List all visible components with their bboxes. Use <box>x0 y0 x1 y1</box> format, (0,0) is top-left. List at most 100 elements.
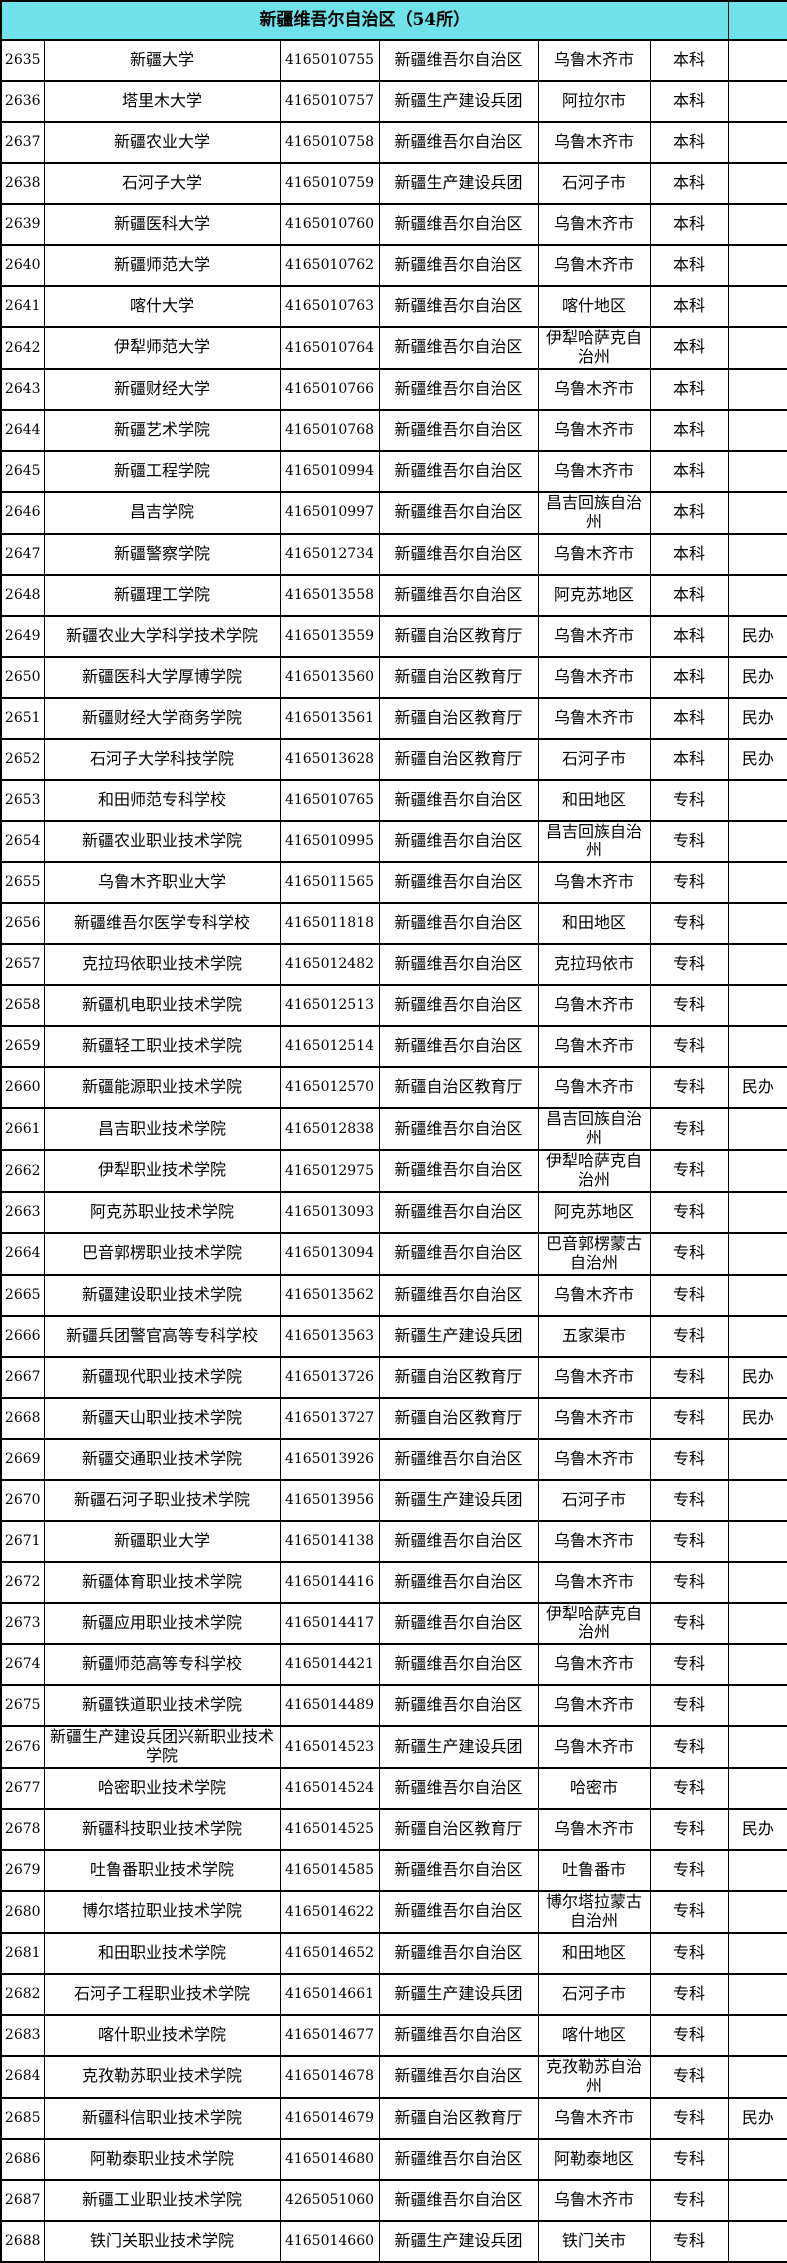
cell-city: 乌鲁木齐市 <box>537 1273 651 1317</box>
cell-ownership <box>727 1684 787 1728</box>
cell-school-name: 博尔塔拉职业技术学院 <box>43 1890 281 1934</box>
table-row: 2644 新疆艺术学院 4165010768 新疆维吾尔自治区 乌鲁木齐市 本科 <box>0 408 787 452</box>
cell-school-name: 新疆交通职业技术学院 <box>43 1437 281 1481</box>
cell-city: 乌鲁木齐市 <box>537 1560 651 1604</box>
table-row: 2641 喀什大学 4165010763 新疆维吾尔自治区 喀什地区 本科 <box>0 285 787 328</box>
cell-city: 五家渠市 <box>537 1314 651 1358</box>
cell-ownership <box>727 1725 787 1769</box>
cell-level: 专科 <box>649 1890 729 1934</box>
cell-supervisor: 新疆维吾尔自治区 <box>378 1437 539 1481</box>
cell-level: 专科 <box>649 778 729 822</box>
cell-school-name: 新疆生产建设兵团兴新职业技术学院 <box>43 1725 281 1769</box>
cell-row-number: 2678 <box>0 1808 45 1851</box>
table-row: 2652 石河子大学科技学院 4165013628 新疆自治区教育厅 石河子市 本科 民办 <box>0 737 787 781</box>
cell-row-number: 2672 <box>0 1560 45 1604</box>
cell-city: 乌鲁木齐市 <box>537 984 651 1028</box>
table-row: 2663 阿克苏职业技术学院 4165013093 新疆维吾尔自治区 阿克苏地区 专科 <box>0 1190 787 1234</box>
cell-school-name: 铁门关职业技术学院 <box>43 2219 281 2263</box>
cell-city: 博尔塔拉蒙古自治州 <box>537 1890 651 1934</box>
cell-level: 专科 <box>649 2054 729 2099</box>
cell-city: 乌鲁木齐市 <box>537 1808 651 1851</box>
cell-city: 喀什地区 <box>537 2013 651 2057</box>
cell-level: 专科 <box>649 943 729 987</box>
cell-row-number: 2683 <box>0 2013 45 2057</box>
cell-supervisor: 新疆维吾尔自治区 <box>378 943 539 987</box>
cell-row-number: 2660 <box>0 1066 45 1110</box>
cell-supervisor: 新疆维吾尔自治区 <box>378 490 539 535</box>
cell-ownership: 民办 <box>727 1808 787 1851</box>
cell-ownership <box>727 2137 787 2181</box>
cell-supervisor: 新疆维吾尔自治区 <box>378 1107 539 1151</box>
cell-school-name: 新疆财经大学 <box>43 367 281 411</box>
cell-school-name: 新疆科技职业技术学院 <box>43 1808 281 1851</box>
table-row: 2667 新疆现代职业技术学院 4165013726 新疆自治区教育厅 乌鲁木齐市 专科民… <box>0 1355 787 1399</box>
cell-row-number: 2673 <box>0 1601 45 1646</box>
cell-supervisor: 新疆维吾尔自治区 <box>378 203 539 246</box>
cell-school-code: 4165010997 <box>279 490 380 535</box>
table-row: 2680 博尔塔拉职业技术学院 4165014622 新疆维吾尔自治区 博尔塔拉蒙古自治… <box>0 1890 787 1934</box>
cell-school-name: 克拉玛依职业技术学院 <box>43 943 281 987</box>
cell-row-number: 2651 <box>0 696 45 740</box>
cell-city: 乌鲁木齐市 <box>537 1355 651 1399</box>
table-row: 2657 克拉玛依职业技术学院 4165012482 新疆维吾尔自治区 克拉玛依市 专科 <box>0 943 787 987</box>
cell-supervisor: 新疆维吾尔自治区 <box>378 449 539 493</box>
table-row: 2676 新疆生产建设兵团兴新职业技术学院 4165014523 新疆生产建设兵团 乌鲁… <box>0 1725 787 1769</box>
cell-level: 专科 <box>649 1560 729 1604</box>
cell-school-name: 吐鲁番职业技术学院 <box>43 1849 281 1892</box>
table-row: 2677 哈密职业技术学院 4165014524 新疆维吾尔自治区 哈密市 专科 <box>0 1767 787 1810</box>
cell-school-code: 4165014678 <box>279 2054 380 2099</box>
cell-level: 本科 <box>649 39 729 82</box>
cell-city: 乌鲁木齐市 <box>537 2096 651 2140</box>
cell-city: 乌鲁木齐市 <box>537 449 651 493</box>
cell-school-code: 4165013559 <box>279 614 380 658</box>
cell-city: 石河子市 <box>537 1972 651 2016</box>
cell-city: 石河子市 <box>537 737 651 781</box>
cell-school-name: 阿勒泰职业技术学院 <box>43 2137 281 2181</box>
cell-school-code: 4165010764 <box>279 326 380 370</box>
cell-supervisor: 新疆生产建设兵团 <box>378 1314 539 1358</box>
cell-city: 乌鲁木齐市 <box>537 367 651 411</box>
cell-level: 本科 <box>649 121 729 164</box>
cell-school-name: 新疆现代职业技术学院 <box>43 1355 281 1399</box>
cell-supervisor: 新疆维吾尔自治区 <box>378 573 539 617</box>
cell-city: 乌鲁木齐市 <box>537 1025 651 1069</box>
cell-city: 昌吉回族自治州 <box>537 490 651 535</box>
cell-level: 专科 <box>649 1478 729 1522</box>
cell-city: 乌鲁木齐市 <box>537 2178 651 2222</box>
cell-school-code: 4165013562 <box>279 1273 380 1317</box>
table-row: 2655 乌鲁木齐职业大学 4165011565 新疆维吾尔自治区 乌鲁木齐市 专科 <box>0 861 787 905</box>
table-row: 2686 阿勒泰职业技术学院 4165014680 新疆维吾尔自治区 阿勒泰地区 专科 <box>0 2137 787 2181</box>
table-row: 2665 新疆建设职业技术学院 4165013562 新疆维吾尔自治区 乌鲁木齐市 专科 <box>0 1273 787 1317</box>
cell-school-code: 4165014652 <box>279 1931 380 1975</box>
cell-school-name: 新疆艺术学院 <box>43 408 281 452</box>
cell-school-name: 新疆科信职业技术学院 <box>43 2096 281 2140</box>
cell-row-number: 2680 <box>0 1890 45 1934</box>
cell-row-number: 2657 <box>0 943 45 987</box>
cell-row-number: 2647 <box>0 532 45 576</box>
cell-school-code: 4165012513 <box>279 984 380 1028</box>
cell-ownership <box>727 2013 787 2057</box>
cell-level: 本科 <box>649 573 729 617</box>
cell-row-number: 2666 <box>0 1314 45 1358</box>
cell-level: 专科 <box>649 1355 729 1399</box>
cell-ownership <box>727 490 787 535</box>
cell-supervisor: 新疆维吾尔自治区 <box>378 367 539 411</box>
cell-city: 乌鲁木齐市 <box>537 203 651 246</box>
cell-row-number: 2636 <box>0 80 45 123</box>
cell-school-code: 4165011818 <box>279 902 380 946</box>
cell-school-name: 石河子大学科技学院 <box>43 737 281 781</box>
cell-supervisor: 新疆维吾尔自治区 <box>378 2054 539 2099</box>
cell-school-code: 4165014421 <box>279 1643 380 1687</box>
cell-supervisor: 新疆生产建设兵团 <box>378 2219 539 2263</box>
cell-level: 专科 <box>649 819 729 864</box>
cell-school-code: 4165010995 <box>279 819 380 864</box>
cell-school-name: 新疆财经大学商务学院 <box>43 696 281 740</box>
cell-school-code: 4165013956 <box>279 1478 380 1522</box>
cell-school-code: 4165014679 <box>279 2096 380 2140</box>
cell-city: 乌鲁木齐市 <box>537 1437 651 1481</box>
cell-supervisor: 新疆自治区教育厅 <box>378 1396 539 1440</box>
cell-level: 本科 <box>649 655 729 699</box>
cell-level: 专科 <box>649 2013 729 2057</box>
table-row: 2669 新疆交通职业技术学院 4165013926 新疆维吾尔自治区 乌鲁木齐市 专科 <box>0 1437 787 1481</box>
cell-city: 乌鲁木齐市 <box>537 121 651 164</box>
